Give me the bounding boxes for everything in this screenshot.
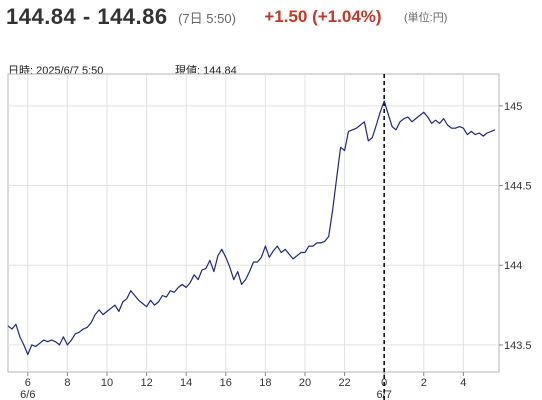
x-tick-label: 12: [140, 377, 152, 389]
unit-label: (単位:円): [404, 12, 448, 24]
x-tick-label: 20: [299, 377, 311, 389]
x-tick-label: 16: [220, 377, 232, 389]
date-label: 6/7: [377, 389, 392, 400]
y-tick-label: 144: [504, 260, 522, 272]
x-tick-label: 8: [64, 377, 70, 389]
x-tick-label: 4: [460, 377, 466, 389]
y-tick-label: 143.5: [504, 340, 532, 352]
plot-frame: [7, 73, 500, 373]
x-tick-label: 22: [338, 377, 350, 389]
quote-header: 144.84 - 144.86 (7日 5:50) +1.50 (+1.04%)…: [6, 4, 447, 34]
price-range: 144.84 - 144.86: [6, 4, 168, 29]
price-series-line: [7, 100, 496, 356]
price-change: +1.50 (+1.04%): [264, 7, 382, 26]
x-tick-label: 6: [25, 377, 31, 389]
x-tick-label: 18: [259, 377, 271, 389]
date-label: 6/6: [20, 389, 35, 400]
x-tick-label: 10: [101, 377, 113, 389]
quote-time: (7日 5:50): [178, 10, 236, 26]
x-tick-label: 2: [421, 377, 427, 389]
x-tick-label: 14: [180, 377, 192, 389]
y-tick-label: 145: [504, 101, 522, 113]
y-tick-label: 144.5: [504, 181, 532, 193]
